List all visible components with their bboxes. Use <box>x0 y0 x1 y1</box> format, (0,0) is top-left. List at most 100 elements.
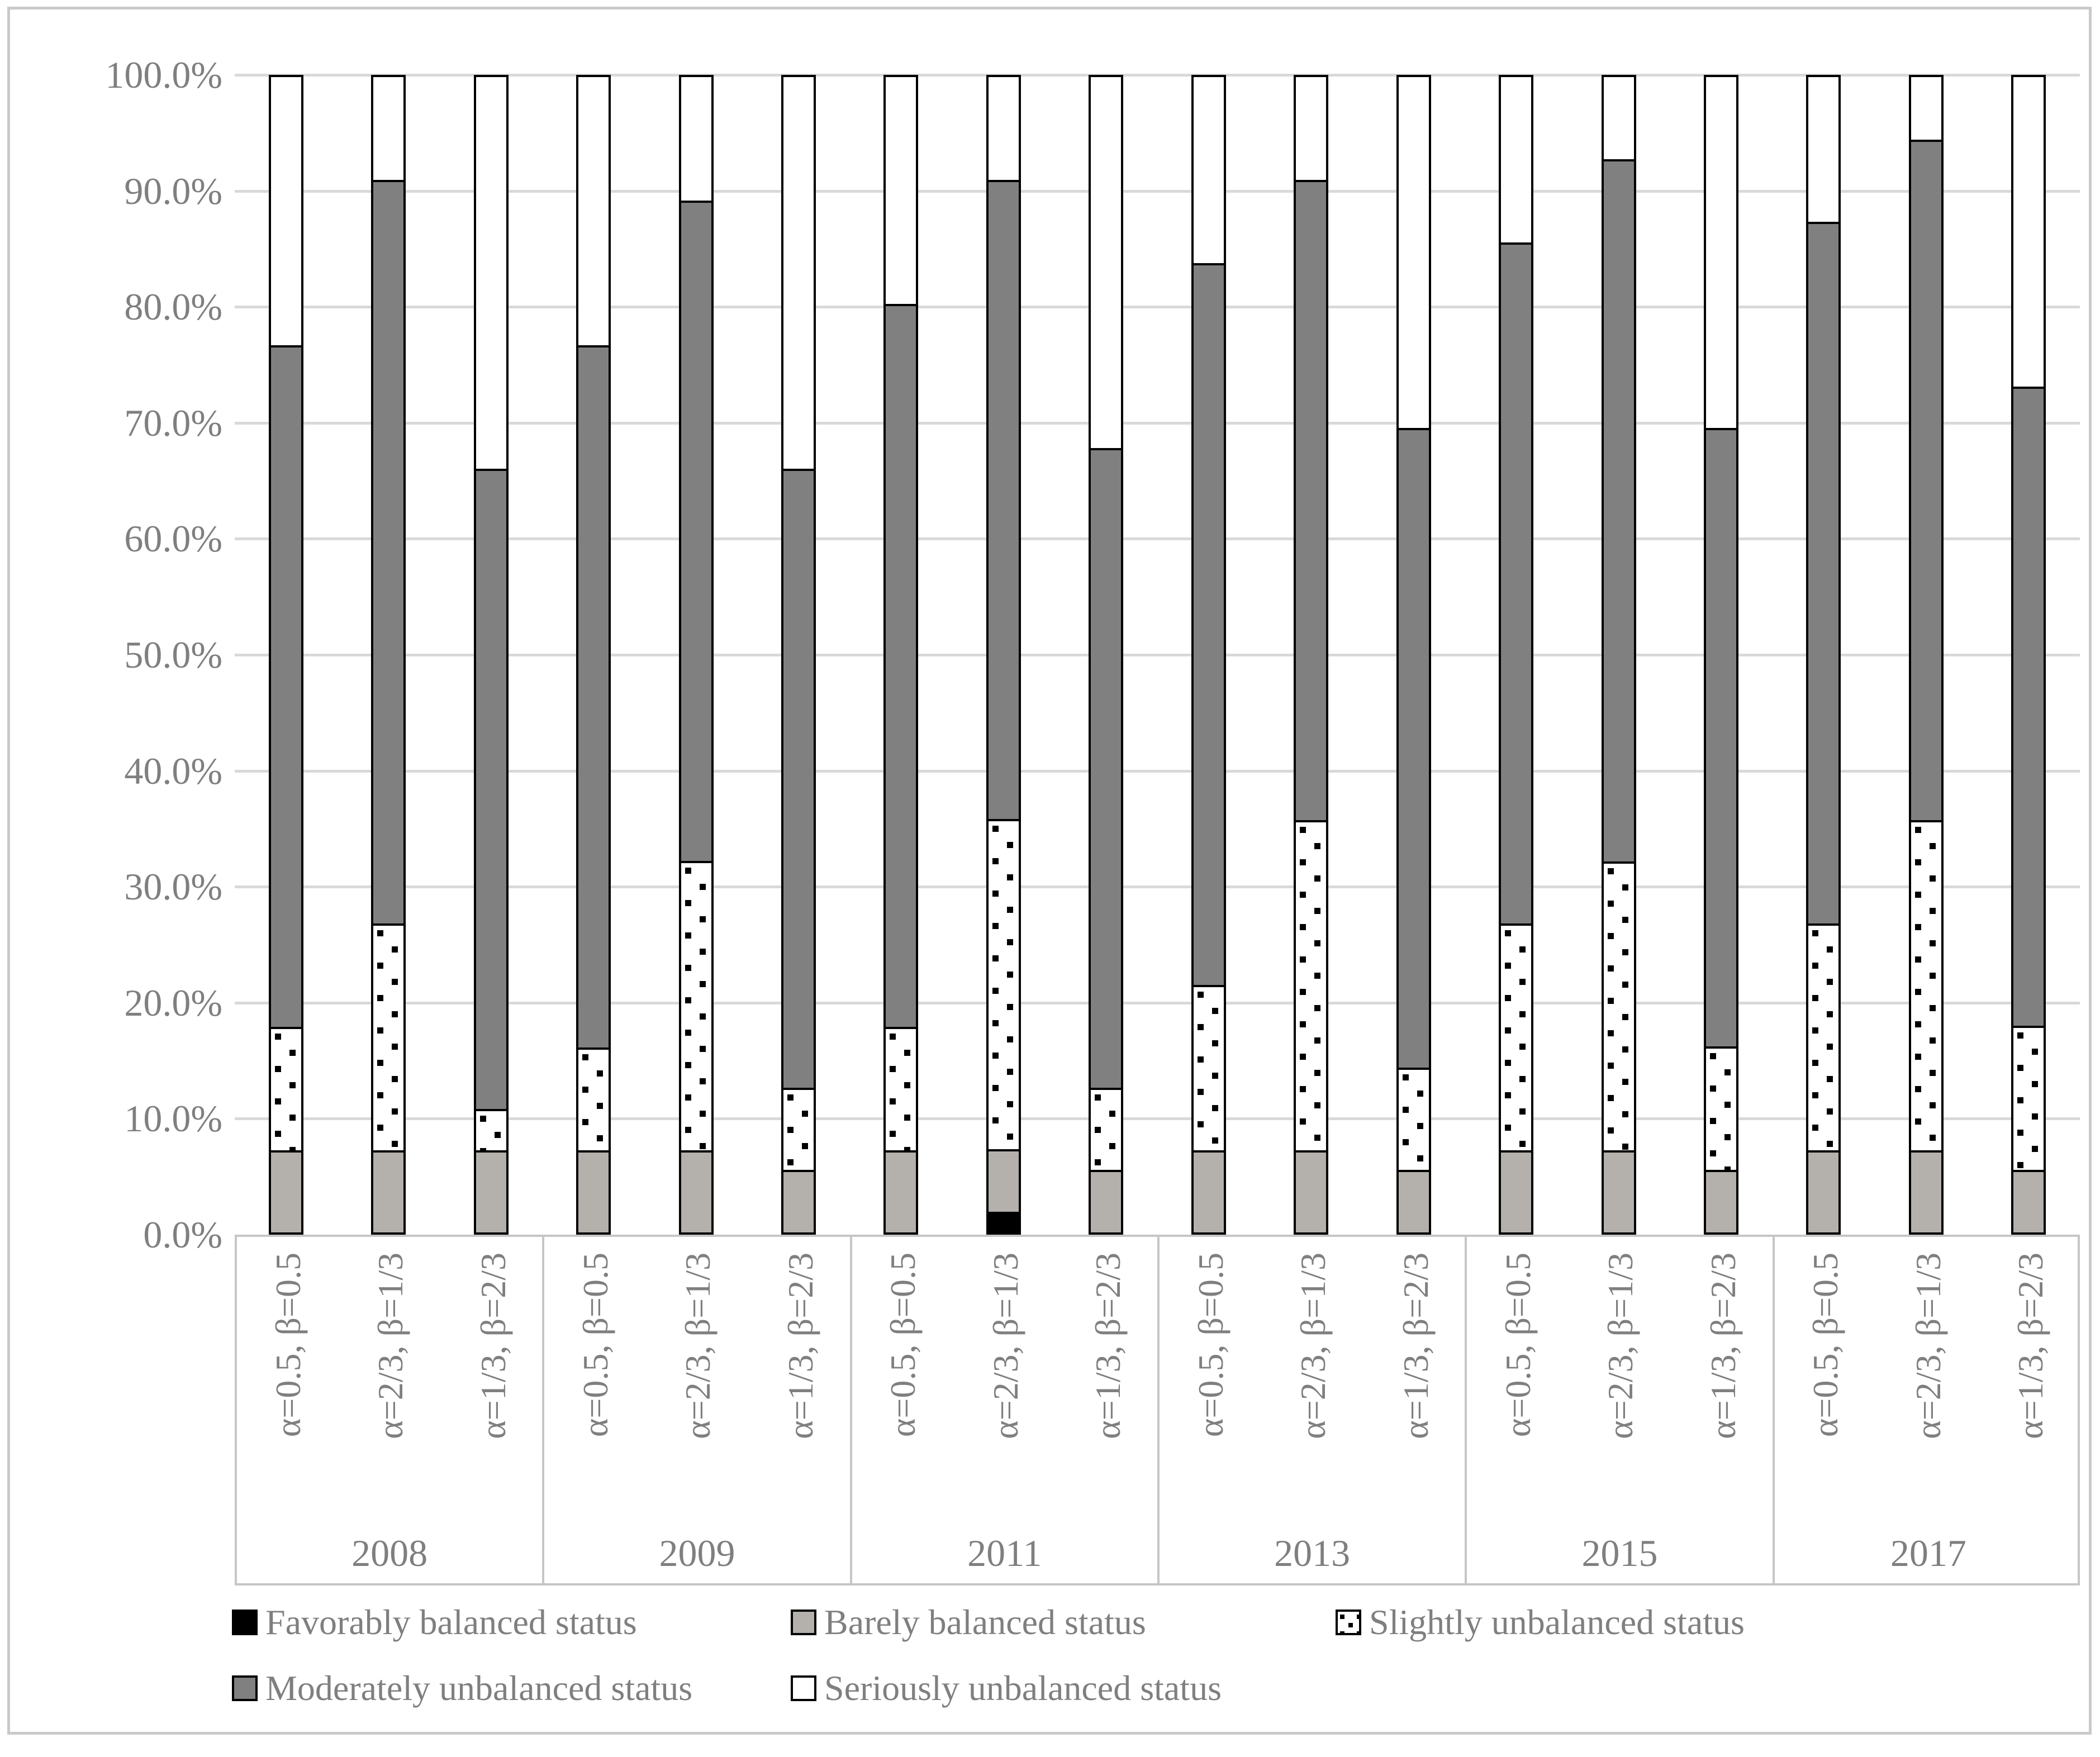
segment-seriously-unbalanced <box>476 77 506 469</box>
segment-seriously-unbalanced <box>1193 77 1224 263</box>
segment-moderately-unbalanced <box>1501 242 1532 924</box>
x-group-cell-2013: α=0.5, β=0.5 α=2/3, β=1/3 α=1/3, β=2/3 2013 <box>1160 1237 1467 1583</box>
segment-barely-balanced <box>988 1149 1019 1212</box>
x-tick-label-alpha-beta: α=0.5, β=0.5 <box>883 1253 923 1437</box>
x-tick-label-alpha-beta: α=0.5, β=0.5 <box>1806 1253 1846 1437</box>
segment-slightly-unbalanced <box>373 923 404 1150</box>
legend-label: Slightly unbalanced status <box>1369 1602 1745 1642</box>
x-tick-slot: α=0.5, β=0.5 <box>237 1253 339 1557</box>
segment-slightly-unbalanced <box>578 1047 609 1151</box>
x-tick-slot: α=2/3, β=1/3 <box>954 1253 1057 1557</box>
bar-2011-combo1 <box>883 75 919 1235</box>
segment-barely-balanced <box>270 1150 301 1232</box>
segment-moderately-unbalanced <box>1808 221 1839 924</box>
bar-2017-combo3 <box>2011 75 2046 1235</box>
bar-2008-combo1 <box>268 75 303 1235</box>
gridline-80 <box>235 306 2080 309</box>
x-group-cell-2015: α=0.5, β=0.5 α=2/3, β=1/3 α=1/3, β=2/3 2015 <box>1467 1237 1775 1583</box>
bar-2013-combo3 <box>1396 75 1431 1235</box>
segment-barely-balanced <box>1398 1170 1429 1232</box>
segment-moderately-unbalanced <box>1705 428 1736 1047</box>
x-tick-label-alpha-beta: α=0.5, β=0.5 <box>1190 1253 1230 1437</box>
segment-slightly-unbalanced <box>1091 1088 1122 1170</box>
bar-2015-combo3 <box>1703 75 1738 1235</box>
year-label: 2009 <box>659 1532 735 1574</box>
segment-seriously-unbalanced <box>1808 77 1839 222</box>
bar-2017-combo1 <box>1806 75 1841 1235</box>
gridline-60 <box>235 537 2080 541</box>
legend-label: Barely balanced status <box>824 1602 1146 1642</box>
segment-barely-balanced <box>681 1150 711 1232</box>
legend-swatch-seriously-unbalanced <box>791 1675 816 1701</box>
segment-moderately-unbalanced <box>886 303 916 1027</box>
gridline-40 <box>235 769 2080 773</box>
segment-slightly-unbalanced <box>1501 923 1532 1150</box>
y-tick-label-30: 30.0% <box>124 865 222 908</box>
x-tick-slot: α=0.5, β=0.5 <box>852 1253 954 1557</box>
legend-label: Moderately unbalanced status <box>265 1668 693 1708</box>
y-tick-label-40: 40.0% <box>124 749 222 792</box>
bar-2008-combo3 <box>473 75 509 1235</box>
y-tick-label-0: 0.0% <box>143 1213 222 1256</box>
segment-favorably-balanced <box>988 1211 1019 1232</box>
segment-seriously-unbalanced <box>578 77 609 346</box>
bar-2013-combo2 <box>1294 75 1329 1235</box>
segment-moderately-unbalanced <box>681 201 711 861</box>
y-tick-label-60: 60.0% <box>124 517 222 560</box>
segment-seriously-unbalanced <box>886 77 916 304</box>
segment-seriously-unbalanced <box>988 77 1019 180</box>
gridline-90 <box>235 189 2080 193</box>
segment-slightly-unbalanced <box>1398 1067 1429 1170</box>
segment-seriously-unbalanced <box>373 77 404 180</box>
x-tick-slot: α=1/3, β=2/3 <box>1980 1253 2082 1557</box>
x-tick-slot: α=1/3, β=2/3 <box>442 1253 544 1557</box>
x-tick-label-alpha-beta: α=2/3, β=1/3 <box>1600 1253 1641 1439</box>
bar-2008-combo2 <box>371 75 406 1235</box>
x-tick-label-alpha-beta: α=0.5, β=0.5 <box>1498 1253 1538 1437</box>
segment-moderately-unbalanced <box>2013 386 2044 1026</box>
gridline-50 <box>235 654 2080 656</box>
segment-seriously-unbalanced <box>1911 77 1941 140</box>
segment-barely-balanced <box>1705 1170 1736 1232</box>
bar-2017-combo2 <box>1908 75 1944 1235</box>
x-tick-slot: α=1/3, β=2/3 <box>1365 1253 1467 1557</box>
year-label: 2015 <box>1581 1532 1658 1574</box>
x-tick-slot: α=1/3, β=2/3 <box>1057 1253 1160 1557</box>
year-label: 2013 <box>1274 1532 1351 1574</box>
legend-label: Favorably balanced status <box>265 1602 637 1642</box>
figure-border <box>7 7 2092 1735</box>
segment-seriously-unbalanced <box>1296 77 1327 180</box>
x-tick-label-alpha-beta: α=1/3, β=2/3 <box>473 1253 513 1439</box>
x-tick-slot: α=2/3, β=1/3 <box>339 1253 441 1557</box>
x-group-cell-2017: α=0.5, β=0.5 α=2/3, β=1/3 α=1/3, β=2/3 2017 <box>1775 1237 2082 1583</box>
segment-seriously-unbalanced <box>1501 77 1532 243</box>
gridline-70 <box>235 421 2080 425</box>
y-tick-label-70: 70.0% <box>124 401 222 444</box>
year-label: 2017 <box>1890 1532 1966 1574</box>
bar-2011-combo3 <box>1089 75 1124 1235</box>
x-tick-label-alpha-beta: α=2/3, β=1/3 <box>370 1253 411 1439</box>
year-label: 2008 <box>351 1532 428 1574</box>
x-tick-label-alpha-beta: α=2/3, β=1/3 <box>678 1253 718 1439</box>
bar-2009-combo3 <box>781 75 816 1235</box>
segment-barely-balanced <box>1911 1150 1941 1232</box>
y-tick-label-50: 50.0% <box>124 634 222 676</box>
segment-seriously-unbalanced <box>2013 77 2044 387</box>
legend-swatch-barely-balanced <box>791 1610 816 1635</box>
legend-swatch-moderately-unbalanced <box>232 1675 258 1701</box>
segment-seriously-unbalanced <box>1603 77 1634 159</box>
segment-moderately-unbalanced <box>1296 180 1327 820</box>
segment-moderately-unbalanced <box>783 469 814 1088</box>
legend-item-barely-balanced: Barely balanced status <box>791 1602 1146 1642</box>
segment-seriously-unbalanced <box>270 77 301 346</box>
segment-slightly-unbalanced <box>1705 1046 1736 1170</box>
legend-item-seriously-unbalanced: Seriously unbalanced status <box>791 1668 1222 1708</box>
segment-slightly-unbalanced <box>270 1026 301 1150</box>
x-tick-slot: α=0.5, β=0.5 <box>544 1253 647 1557</box>
segment-slightly-unbalanced <box>476 1108 506 1151</box>
segment-barely-balanced <box>373 1150 404 1232</box>
segment-barely-balanced <box>1193 1150 1224 1232</box>
segment-barely-balanced <box>1808 1150 1839 1232</box>
x-tick-label-alpha-beta: α=0.5, β=0.5 <box>576 1253 616 1437</box>
segment-seriously-unbalanced <box>783 77 814 469</box>
